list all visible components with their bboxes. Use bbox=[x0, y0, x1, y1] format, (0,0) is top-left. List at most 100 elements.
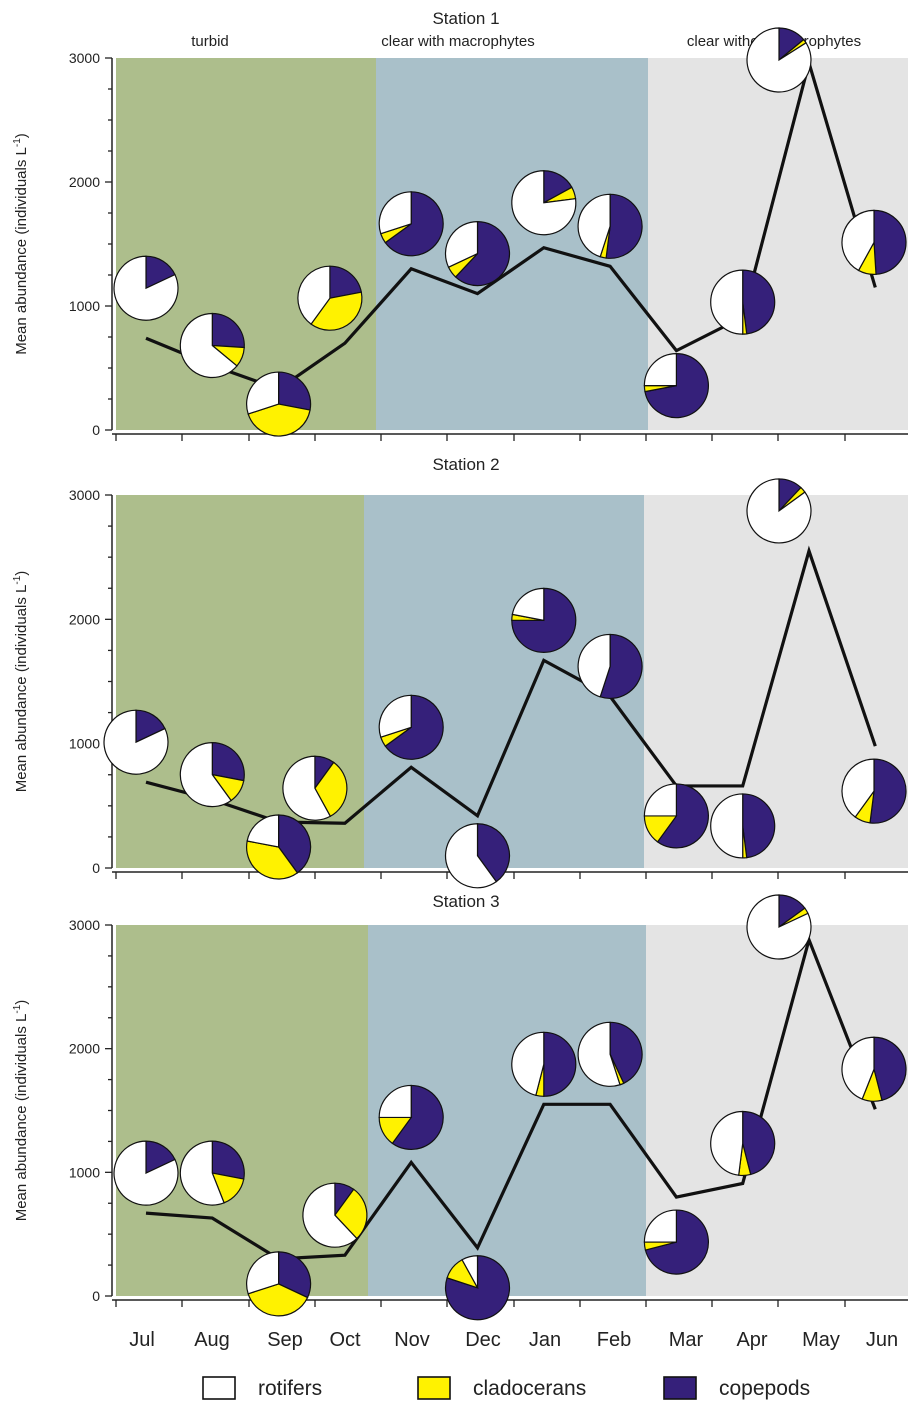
legend-swatch bbox=[202, 1376, 236, 1400]
period-bg-turbid bbox=[116, 58, 376, 430]
pie-jan bbox=[511, 1031, 577, 1097]
legend-item-cladocerans: cladocerans bbox=[417, 1376, 586, 1400]
pie-apr bbox=[710, 793, 776, 859]
pie-slice-copepods bbox=[605, 193, 643, 259]
pie-slice-rotifers bbox=[246, 1251, 280, 1295]
x-tick-label-feb: Feb bbox=[597, 1329, 631, 1351]
pie-jun bbox=[841, 209, 907, 275]
pie-slice-copepods bbox=[656, 783, 709, 849]
pie-slice-rotifers bbox=[643, 353, 677, 387]
pie-slice-rotifers bbox=[297, 265, 331, 325]
pie-jun bbox=[841, 758, 907, 824]
x-tick-label-jul: Jul bbox=[129, 1329, 155, 1351]
pie-slice-rotifers bbox=[179, 1140, 225, 1206]
x-tick-label-aug: Aug bbox=[194, 1329, 230, 1351]
y-tick-label: 1000 bbox=[69, 298, 100, 314]
pie-mar bbox=[643, 1209, 709, 1275]
y-axis-label-text: Mean abundance (individuals L bbox=[13, 1014, 30, 1222]
y-tick-label: 2000 bbox=[69, 611, 100, 627]
pie-nov bbox=[378, 1084, 444, 1151]
pie-slice-copepods bbox=[278, 814, 312, 874]
x-tick-label-apr: Apr bbox=[736, 1329, 767, 1351]
pie-dec bbox=[444, 823, 511, 889]
pie-slice-rotifers bbox=[710, 269, 744, 335]
station-2-panel: Station 2 0 1000 2000 3000 Mean abundance (in… bbox=[12, 455, 908, 889]
pie-jan bbox=[511, 170, 577, 236]
pie-slice-rotifers bbox=[246, 814, 280, 848]
pie-jul bbox=[103, 709, 169, 775]
pie-aug bbox=[179, 312, 245, 379]
pie-sep bbox=[246, 814, 312, 880]
x-tick-label-jun: Jun bbox=[866, 1329, 898, 1351]
x-tick-label-jan: Jan bbox=[529, 1329, 561, 1351]
x-tick-label-may: May bbox=[802, 1329, 840, 1351]
y-axis-label: Mean abundance (individuals L-1) bbox=[12, 571, 30, 793]
pie-mar bbox=[643, 353, 709, 419]
station-title: Station 2 bbox=[432, 455, 499, 474]
pie-slice-rotifers bbox=[179, 312, 238, 379]
pie-slice-rotifers bbox=[746, 478, 812, 544]
pie-slice-rotifers bbox=[378, 1084, 412, 1119]
pie-slice-cladocerans bbox=[246, 840, 299, 880]
pie-slice-cladocerans bbox=[334, 1188, 368, 1240]
legend-swatch bbox=[417, 1376, 451, 1400]
pie-slice-rotifers bbox=[577, 193, 611, 258]
pie-slice-copepods bbox=[329, 265, 363, 299]
pie-mar bbox=[643, 783, 709, 849]
pie-slice-copepods bbox=[454, 220, 511, 287]
x-tick-label-sep: Sep bbox=[267, 1329, 303, 1351]
pie-may bbox=[746, 478, 812, 544]
y-tick-label: 2000 bbox=[69, 1041, 100, 1057]
pie-slice-copepods bbox=[873, 209, 907, 275]
pie-slice-rotifers bbox=[710, 793, 744, 859]
pie-slice-rotifers bbox=[577, 1021, 621, 1087]
y-tick-label: 0 bbox=[92, 860, 100, 876]
y-tick-label: 3000 bbox=[69, 50, 100, 66]
pie-slice-copepods bbox=[384, 191, 444, 257]
pie-oct bbox=[302, 1182, 368, 1248]
pie-slice-rotifers bbox=[841, 758, 875, 818]
pie-slice-rotifers bbox=[841, 209, 875, 272]
pie-slice-rotifers bbox=[179, 742, 232, 808]
pie-nov bbox=[378, 694, 444, 760]
pie-slice-rotifers bbox=[841, 1036, 875, 1100]
y-tick-label: 1000 bbox=[69, 736, 100, 752]
pie-slice-copepods bbox=[278, 1251, 312, 1299]
pie-slice-cladocerans bbox=[310, 291, 363, 331]
pie-apr bbox=[710, 1110, 776, 1177]
pie-slice-rotifers bbox=[113, 255, 179, 321]
station-3-panel: Station 3 0 1000 2000 3000 Mean abundance (in… bbox=[12, 892, 908, 1321]
pie-slice-rotifers bbox=[113, 1140, 179, 1206]
y-tick-label: 3000 bbox=[69, 487, 100, 503]
pie-slice-copepods bbox=[543, 1031, 577, 1097]
pie-oct bbox=[297, 265, 363, 331]
y-tick-label: 3000 bbox=[69, 917, 100, 933]
y-axis-label: Mean abundance (individuals L-1) bbox=[12, 133, 30, 355]
pie-slice-copepods bbox=[211, 742, 245, 782]
pie-slice-copepods bbox=[609, 1021, 643, 1085]
pie-slice-rotifers bbox=[643, 783, 677, 817]
pie-slice-rotifers bbox=[746, 894, 812, 960]
x-tick-label-nov: Nov bbox=[394, 1329, 430, 1351]
pie-dec bbox=[444, 1255, 511, 1321]
pie-slice-copepods bbox=[869, 758, 907, 824]
pie-slice-rotifers bbox=[511, 587, 545, 622]
pie-sep bbox=[246, 1251, 312, 1317]
pie-slice-rotifers bbox=[246, 371, 280, 415]
station-title: Station 3 bbox=[432, 892, 499, 911]
pie-slice-copepods bbox=[742, 793, 776, 859]
pie-slice-copepods bbox=[211, 312, 245, 349]
y-axis-label-text: Mean abundance (individuals L bbox=[13, 585, 30, 793]
legend-label: copepods bbox=[719, 1377, 810, 1400]
pie-feb bbox=[577, 1021, 643, 1087]
y-axis-label-end: ) bbox=[13, 571, 30, 576]
pie-jun bbox=[841, 1036, 907, 1102]
y-axis-label-text: Mean abundance (individuals L bbox=[13, 147, 30, 355]
pie-slice-rotifers bbox=[461, 1255, 479, 1289]
pie-aug bbox=[179, 742, 245, 808]
pie-may bbox=[746, 27, 812, 93]
pie-slice-copepods bbox=[476, 823, 511, 883]
pie-slice-rotifers bbox=[710, 1110, 744, 1176]
x-tick-label-mar: Mar bbox=[669, 1329, 704, 1351]
